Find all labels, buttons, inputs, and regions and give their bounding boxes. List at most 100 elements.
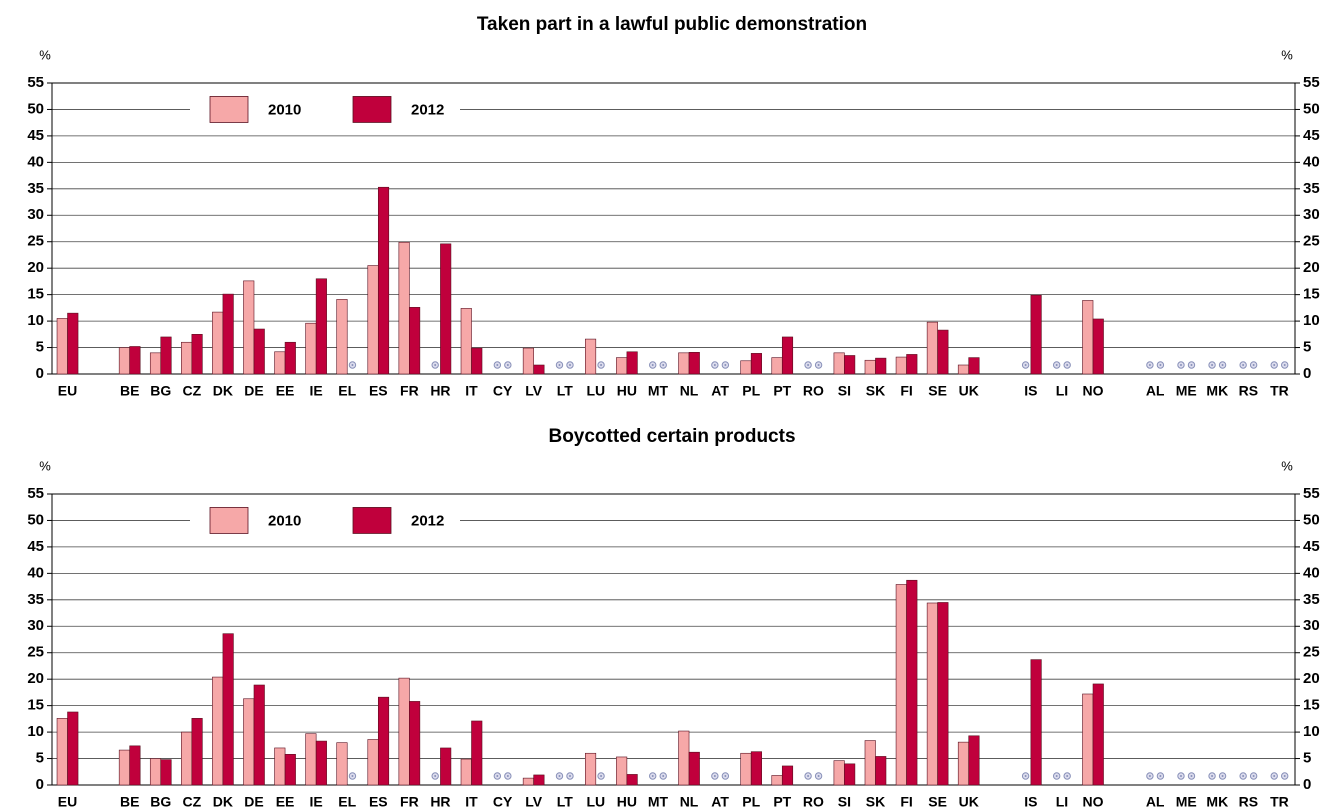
- x-tick-label: BE: [120, 383, 139, 399]
- bar: [895, 356, 907, 375]
- x-tick-label: ME: [1176, 794, 1197, 810]
- bar: [398, 677, 410, 786]
- no-data-dot: [817, 775, 820, 777]
- y2-tick-label: 10: [1303, 312, 1320, 329]
- x-tick-label: PT: [773, 383, 791, 399]
- y-tick-label: 5: [36, 750, 44, 767]
- no-data-dot: [1148, 775, 1151, 777]
- bar: [740, 752, 752, 786]
- bar: [274, 351, 286, 375]
- x-tick-label: ME: [1176, 383, 1197, 399]
- no-data-dot: [1252, 775, 1255, 777]
- bar: [243, 280, 255, 375]
- y2-tick-label: 5: [1303, 750, 1311, 767]
- x-tick-label: MK: [1206, 383, 1228, 399]
- x-tick-label: SE: [928, 383, 947, 399]
- bar: [56, 318, 68, 375]
- x-tick-label: IS: [1024, 794, 1037, 810]
- bar: [533, 774, 545, 786]
- bar: [740, 360, 752, 375]
- no-data-dot: [1283, 775, 1286, 777]
- bar: [926, 602, 938, 786]
- y-tick-label: 35: [27, 591, 44, 608]
- y2-tick-label: 40: [1303, 564, 1320, 581]
- bar: [274, 747, 286, 786]
- x-tick-label: SK: [866, 794, 885, 810]
- x-tick-label: MK: [1206, 794, 1228, 810]
- bar: [1092, 683, 1104, 786]
- bar: [1092, 318, 1104, 375]
- y2-axis-unit: %: [1281, 458, 1293, 473]
- bar: [129, 745, 141, 786]
- bar: [585, 752, 597, 786]
- x-tick-label: LV: [525, 794, 543, 810]
- bar: [336, 742, 348, 786]
- y-tick-label: 55: [27, 485, 44, 502]
- bar: [844, 763, 856, 786]
- bar: [875, 357, 887, 375]
- y-tick-label: 55: [27, 74, 44, 91]
- x-tick-label: BG: [150, 383, 171, 399]
- bar: [191, 718, 203, 786]
- legend-swatch: [352, 507, 392, 534]
- y-tick-label: 0: [36, 365, 44, 382]
- y-tick-label: 25: [27, 644, 44, 661]
- no-data-dot: [1055, 775, 1058, 777]
- bar: [56, 718, 68, 786]
- no-data-dot: [1066, 775, 1069, 777]
- bar: [522, 347, 534, 375]
- y-tick-label: 50: [27, 100, 44, 117]
- bar: [688, 751, 700, 786]
- y-axis-unit: %: [39, 47, 51, 62]
- x-tick-label: EE: [276, 383, 295, 399]
- bar: [181, 341, 193, 375]
- x-tick-label: UK: [959, 794, 979, 810]
- bar: [212, 311, 224, 375]
- bar: [222, 293, 234, 375]
- x-tick-label: AT: [711, 794, 729, 810]
- no-data-dot: [1211, 364, 1214, 366]
- bar: [377, 186, 390, 375]
- bar: [118, 347, 130, 375]
- no-data-dot: [568, 775, 571, 777]
- x-tick-label: HU: [617, 383, 637, 399]
- no-data-dot: [1159, 364, 1162, 366]
- y-tick-label: 45: [27, 538, 44, 555]
- y2-tick-label: 25: [1303, 233, 1320, 250]
- y2-tick-label: 15: [1303, 286, 1320, 303]
- no-data-dot: [651, 775, 654, 777]
- x-tick-label: DK: [213, 794, 233, 810]
- bar: [688, 352, 700, 375]
- y2-tick-label: 50: [1303, 100, 1320, 117]
- x-tick-label: LU: [586, 794, 605, 810]
- no-data-dot: [1211, 775, 1214, 777]
- bar: [377, 696, 390, 786]
- y-tick-label: 5: [36, 339, 44, 356]
- x-tick-label: CY: [493, 794, 513, 810]
- legend-label: 2010: [268, 101, 301, 118]
- y-tick-label: 40: [27, 564, 44, 581]
- x-tick-label: SI: [838, 794, 851, 810]
- x-tick-label: IE: [310, 794, 323, 810]
- y-axis-unit: %: [39, 458, 51, 473]
- x-tick-label: FR: [400, 383, 419, 399]
- bar: [367, 739, 379, 786]
- bar: [440, 747, 452, 786]
- x-tick-label: PL: [742, 794, 760, 810]
- bar: [957, 741, 970, 786]
- x-tick-label: CZ: [183, 383, 202, 399]
- y2-tick-label: 35: [1303, 180, 1320, 197]
- bar: [149, 352, 162, 375]
- bar: [771, 775, 783, 786]
- x-tick-label: SK: [866, 383, 885, 399]
- bar: [926, 321, 938, 375]
- no-data-dot: [651, 364, 654, 366]
- no-data-dot: [1024, 364, 1027, 366]
- x-tick-label: RO: [803, 383, 824, 399]
- bar: [149, 758, 162, 786]
- bar: [336, 299, 348, 375]
- x-tick-label: EU: [58, 794, 77, 810]
- y-tick-label: 20: [27, 259, 44, 276]
- x-tick-label: HR: [430, 383, 450, 399]
